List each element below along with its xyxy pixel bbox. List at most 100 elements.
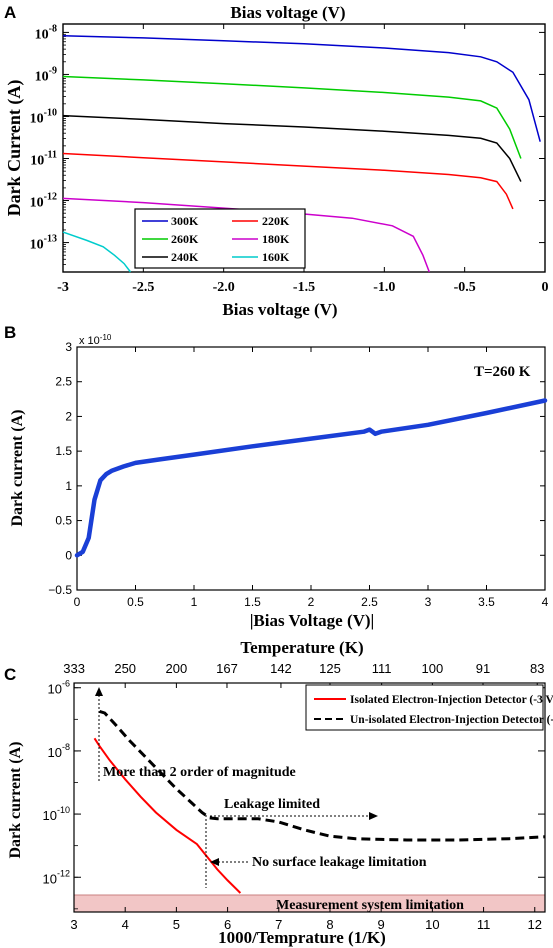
legend-box [305,684,544,731]
c-ytick-label: 10-10 [43,805,70,823]
c-ytick-exp: -6 [62,679,70,689]
panel-a-legend: 300K 260K 240K 220K 180K 160K [134,208,306,269]
legend-label-260k: 260K [171,232,199,246]
a-ytick-base: 10 [30,196,44,211]
panel-a-ticks: -3 -2.5 -2.0 -1.5 -1.0 -0.5 010-810-910-1010-1… [30,23,549,295]
a-ytick-exp: -12 [44,192,57,203]
a-ytick-exp: -11 [44,150,57,161]
panel-b-ticks: 0 0.5 1 1.5 2 2.5 3 3.5 4−0.500.511.522.53 [48,340,548,609]
measurement-limit-band [74,894,545,912]
c-ytick-label: 10-6 [48,679,70,697]
annotation-measurement-limit: Measurement system limitation [276,898,464,913]
c-top-tick-label: 100 [422,661,444,676]
legend-label-240k: 240K [171,250,199,264]
b-ytick-label: 3 [65,340,72,354]
a-xtick-label: -2.5 [132,280,154,295]
a-xtick-label: -1.5 [293,280,315,295]
panel-c-ylabel: Dark current (A) [7,741,24,858]
panel-a-label: A [4,3,16,22]
panel-c-xlabel: 1000/Temprature (1/K) [218,928,386,947]
panel-b-multiplier-base: x 10 [79,335,100,347]
legend-label-220k: 220K [262,214,290,228]
panel-a-xlabel: Bias voltage (V) [222,300,337,319]
a-xtick-label: -0.5 [454,280,476,295]
panel-c-label: C [4,665,16,684]
c-xtick-label: 5 [173,917,180,932]
a-ytick-base: 10 [35,69,49,84]
a-ytick-base: 10 [30,111,44,126]
panel-c-annotation-marks [95,687,378,888]
c-xtick-label: 11 [477,917,491,932]
b-xtick-label: 1.5 [244,595,261,609]
c-ytick-base: 10 [43,808,57,823]
c-xtick-label: 7 [275,917,282,932]
c-ytick-base: 10 [43,871,57,886]
c-ytick-base: 10 [48,682,62,697]
legend-label-unisolated: Un-isolated Electron-Injection Detector … [350,714,553,726]
c-top-tick-label: 111 [372,661,392,676]
c-top-tick-label: 333 [63,661,85,676]
a-ytick-exp: -13 [44,234,57,245]
series-unisolated-detector [99,709,546,842]
panel-b-series [74,398,548,558]
a-ytick-base: 10 [35,27,49,42]
c-top-tick-label: 142 [270,661,292,676]
panel-a-ylabel: Dark Current (A) [4,80,25,217]
c-ytick-exp: -8 [62,742,70,752]
b-xtick-label: 0 [74,595,81,609]
a-ytick-exp: -9 [49,65,57,76]
b-xtick-label: 0.5 [127,595,144,609]
no-leakage-arrow-head [210,858,219,866]
panel-b: B x 10-10 T=260 K 0 0.5 1 1.5 2 2.5 3 3.5 4−0.50… [4,323,549,630]
panel-b-xlabel: |Bias Voltage (V)| [250,611,375,630]
a-ytick-label: 10-13 [30,234,57,253]
a-ytick-label: 10-11 [30,150,57,169]
panel-c-plot-frame [73,682,546,913]
b-ytick-label: 0.5 [55,514,72,528]
a-ytick-base: 10 [30,154,44,169]
panel-b-multiplier: x 10-10 [79,333,112,347]
a-ytick-base: 10 [30,238,44,253]
panel-c-ticks: 3 4 5 6 7 8 9 10 11 12 333 250 200 167 142 125 111 100 91 8… [43,661,545,932]
magnitude-arrow-head [95,687,103,696]
c-top-tick-label: 167 [216,661,238,676]
panel-c-legend: Isolated Electron-Injection Detector (-3… [305,684,553,731]
a-ytick-exp: -8 [49,23,57,34]
panel-c-top-axis-title: Temperature (K) [240,638,363,657]
series-160k [62,231,132,273]
annotation-leakage-limited: Leakage limited [224,797,320,812]
b-xtick-label: 2 [308,595,315,609]
leakage-limited-arrow-head [369,812,378,820]
a-ytick-label: 10-8 [35,23,57,42]
a-xtick-label: -3 [57,280,69,295]
legend-label-180k: 180K [262,232,290,246]
a-ytick-label: 10-12 [30,192,57,211]
c-top-tick-label: 200 [166,661,188,676]
series-220k [62,152,514,210]
panel-b-plot-frame [76,346,546,591]
a-xtick-label: 0 [542,280,549,295]
b-ytick-label: 2.5 [55,375,72,389]
b-ytick-label: 2 [65,409,72,423]
c-top-tick-label: 125 [319,661,341,676]
c-xtick-label: 4 [122,917,129,932]
c-top-tick-label: 91 [476,661,490,676]
annotation-magnitude: More than 2 order of magnitude [103,765,296,780]
b-xtick-label: 2.5 [361,595,378,609]
series-260k [62,75,522,159]
b-ytick-label: 1 [65,479,72,493]
c-xtick-label: 9 [378,917,385,932]
a-ytick-label: 10-10 [30,107,57,126]
c-ytick-exp: -12 [57,868,70,878]
c-ytick-label: 10-12 [43,868,70,886]
legend-label-300k: 300K [171,214,199,228]
b-xtick-label: 3 [425,595,432,609]
a-xtick-label: -2.0 [213,280,235,295]
panel-b-ylabel: Dark current (A) [9,409,26,526]
series-180k [62,197,431,273]
c-xtick-label: 10 [425,917,439,932]
a-ytick-label: 10-9 [35,65,57,84]
c-top-tick-label: 250 [114,661,136,676]
c-ytick-exp: -10 [57,805,70,815]
